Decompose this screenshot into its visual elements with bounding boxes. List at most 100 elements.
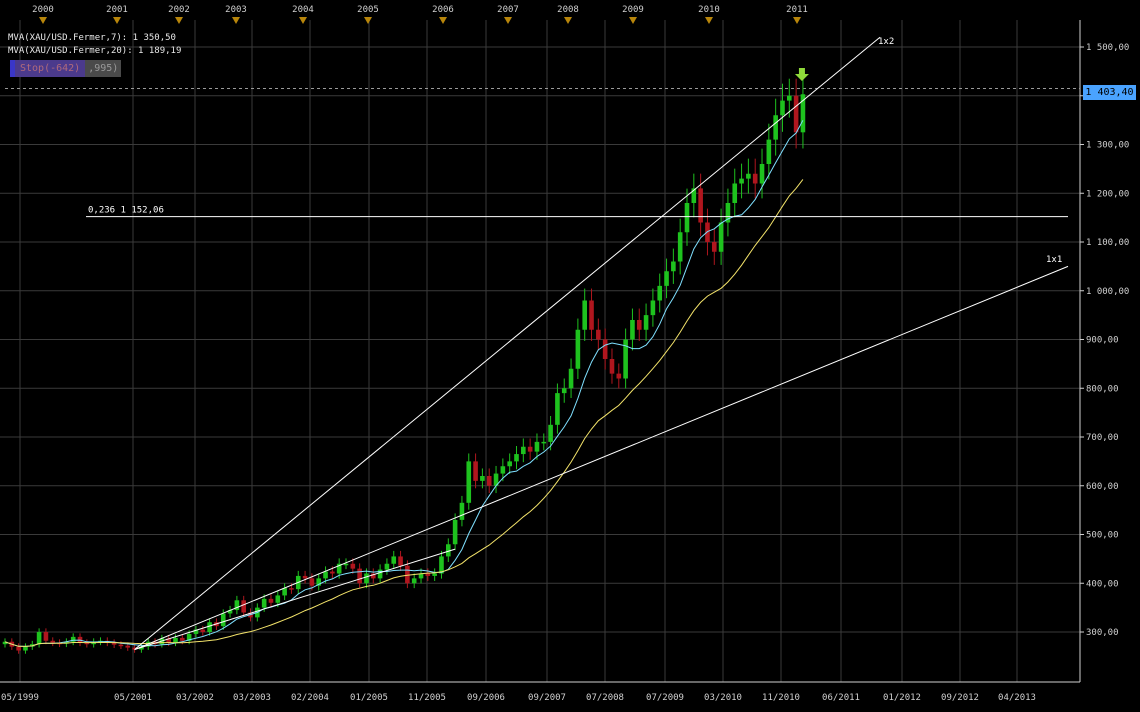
x-tick-label: 06/2011 bbox=[822, 693, 860, 703]
top-year-label: 2011 bbox=[786, 5, 808, 15]
triangle-down-icon bbox=[439, 17, 447, 24]
x-tick-label: 05/2001 bbox=[114, 693, 152, 703]
candle-body bbox=[316, 578, 322, 586]
candle-body bbox=[439, 556, 444, 574]
candle-body bbox=[323, 571, 328, 579]
candle-body bbox=[602, 339, 608, 359]
candle-body bbox=[391, 556, 397, 564]
x-tick-label: 01/2012 bbox=[883, 693, 921, 703]
x-tick-label: 09/2006 bbox=[467, 693, 505, 703]
ma7-legend: MVA(XAU/USD.Fermer,7): 1 350,50 bbox=[8, 33, 176, 43]
fan-1x2-line bbox=[134, 36, 881, 650]
top-year-label: 2005 bbox=[357, 5, 379, 15]
x-tick-labels: 05/1999 05/2001 03/2002 03/2003 02/2004 01/20… bbox=[1, 693, 1036, 703]
candle-body bbox=[36, 632, 42, 645]
candle-body bbox=[780, 100, 785, 116]
candle-body bbox=[350, 563, 356, 569]
candle-body bbox=[609, 359, 615, 374]
x-tick-label: 11/2010 bbox=[762, 693, 800, 703]
candle-body bbox=[616, 373, 622, 379]
candle-body bbox=[752, 173, 758, 184]
candle-body bbox=[684, 203, 690, 233]
candle-body bbox=[568, 368, 574, 389]
candle-body bbox=[186, 633, 192, 641]
candle-body bbox=[739, 178, 744, 184]
candle-body bbox=[173, 637, 178, 643]
candle-body bbox=[500, 466, 506, 474]
candle-body bbox=[575, 329, 581, 369]
x-tick-label: 05/1999 bbox=[1, 693, 39, 703]
triangle-down-icon bbox=[564, 17, 572, 24]
candle-body bbox=[180, 637, 185, 641]
candle-body bbox=[43, 632, 49, 641]
x-tick-label: 09/2007 bbox=[528, 693, 566, 703]
top-year-label: 2003 bbox=[225, 5, 247, 15]
stop-indicator[interactable]: Stop(-642) ,995) bbox=[10, 60, 122, 77]
top-year-label: 2010 bbox=[698, 5, 720, 15]
candle-body bbox=[84, 642, 90, 645]
x-tick-label: 04/2013 bbox=[998, 693, 1036, 703]
candle-body bbox=[800, 94, 806, 133]
x-tick-label: 03/2003 bbox=[233, 693, 271, 703]
candle-body bbox=[16, 646, 21, 651]
top-year-label: 2000 bbox=[32, 5, 54, 15]
stop-label[interactable]: Stop(-642) bbox=[10, 60, 86, 77]
candle-body bbox=[527, 446, 533, 452]
candle-body bbox=[698, 188, 703, 223]
triangle-down-icon bbox=[629, 17, 637, 24]
x-tick-label: 07/2009 bbox=[646, 693, 684, 703]
candle-body bbox=[534, 441, 540, 452]
candle-body bbox=[541, 441, 547, 444]
triangle-down-icon bbox=[113, 17, 121, 24]
candle-body bbox=[493, 473, 499, 486]
ma7-line bbox=[4, 120, 804, 647]
y-tick-label: 1 300,00 bbox=[1086, 141, 1129, 151]
x-tick-label: 02/2004 bbox=[291, 693, 329, 703]
fan-1x1-label: 1x1 bbox=[1046, 255, 1062, 265]
y-tick-label: 1 000,00 bbox=[1086, 287, 1129, 297]
candle-body bbox=[521, 446, 526, 455]
candle-body bbox=[405, 565, 410, 584]
candle-body bbox=[370, 573, 376, 579]
candle-body bbox=[268, 598, 274, 603]
top-year-label: 2009 bbox=[622, 5, 644, 15]
fan-1x2-label: 1x2 bbox=[878, 37, 894, 47]
candle-body bbox=[473, 461, 478, 481]
candle-body bbox=[596, 329, 601, 340]
candle-body bbox=[759, 164, 765, 184]
candle-body bbox=[486, 476, 492, 486]
x-tick-label: 07/2008 bbox=[586, 693, 624, 703]
candle-body bbox=[548, 424, 553, 442]
candle-body bbox=[207, 622, 212, 632]
candle-body bbox=[793, 95, 799, 133]
x-tick-label: 01/2005 bbox=[350, 693, 388, 703]
y-tick-label: 400,00 bbox=[1086, 579, 1119, 589]
candle-body bbox=[691, 188, 697, 203]
annotations: 0,236 1 152,06 1x2 1x1 bbox=[88, 37, 1062, 265]
candle-body bbox=[671, 261, 676, 272]
candle-body bbox=[773, 115, 778, 140]
candle-body bbox=[193, 629, 199, 634]
current-price-tag: 1 403,40 bbox=[1083, 85, 1136, 100]
candle-body bbox=[234, 600, 240, 611]
ma20-line bbox=[4, 179, 804, 647]
y-tick-label: 500,00 bbox=[1086, 531, 1119, 541]
candle-body bbox=[200, 629, 206, 632]
candles bbox=[2, 77, 806, 654]
y-tick-label: 800,00 bbox=[1086, 384, 1119, 394]
y-tick-label: 1 500,00 bbox=[1086, 43, 1129, 53]
candle-body bbox=[377, 569, 383, 579]
x-tick-label: 03/2010 bbox=[704, 693, 742, 703]
candle-body bbox=[111, 642, 117, 645]
triangle-down-icon bbox=[39, 17, 47, 24]
candle-body bbox=[561, 388, 567, 394]
x-tick-label: 11/2005 bbox=[408, 693, 446, 703]
candle-body bbox=[241, 600, 246, 613]
candle-body bbox=[302, 575, 308, 579]
moving-averages bbox=[4, 120, 804, 647]
candle-body bbox=[125, 645, 131, 648]
candle-body bbox=[118, 644, 124, 647]
stop-value: ,995) bbox=[85, 60, 122, 77]
candle-body bbox=[309, 578, 315, 586]
